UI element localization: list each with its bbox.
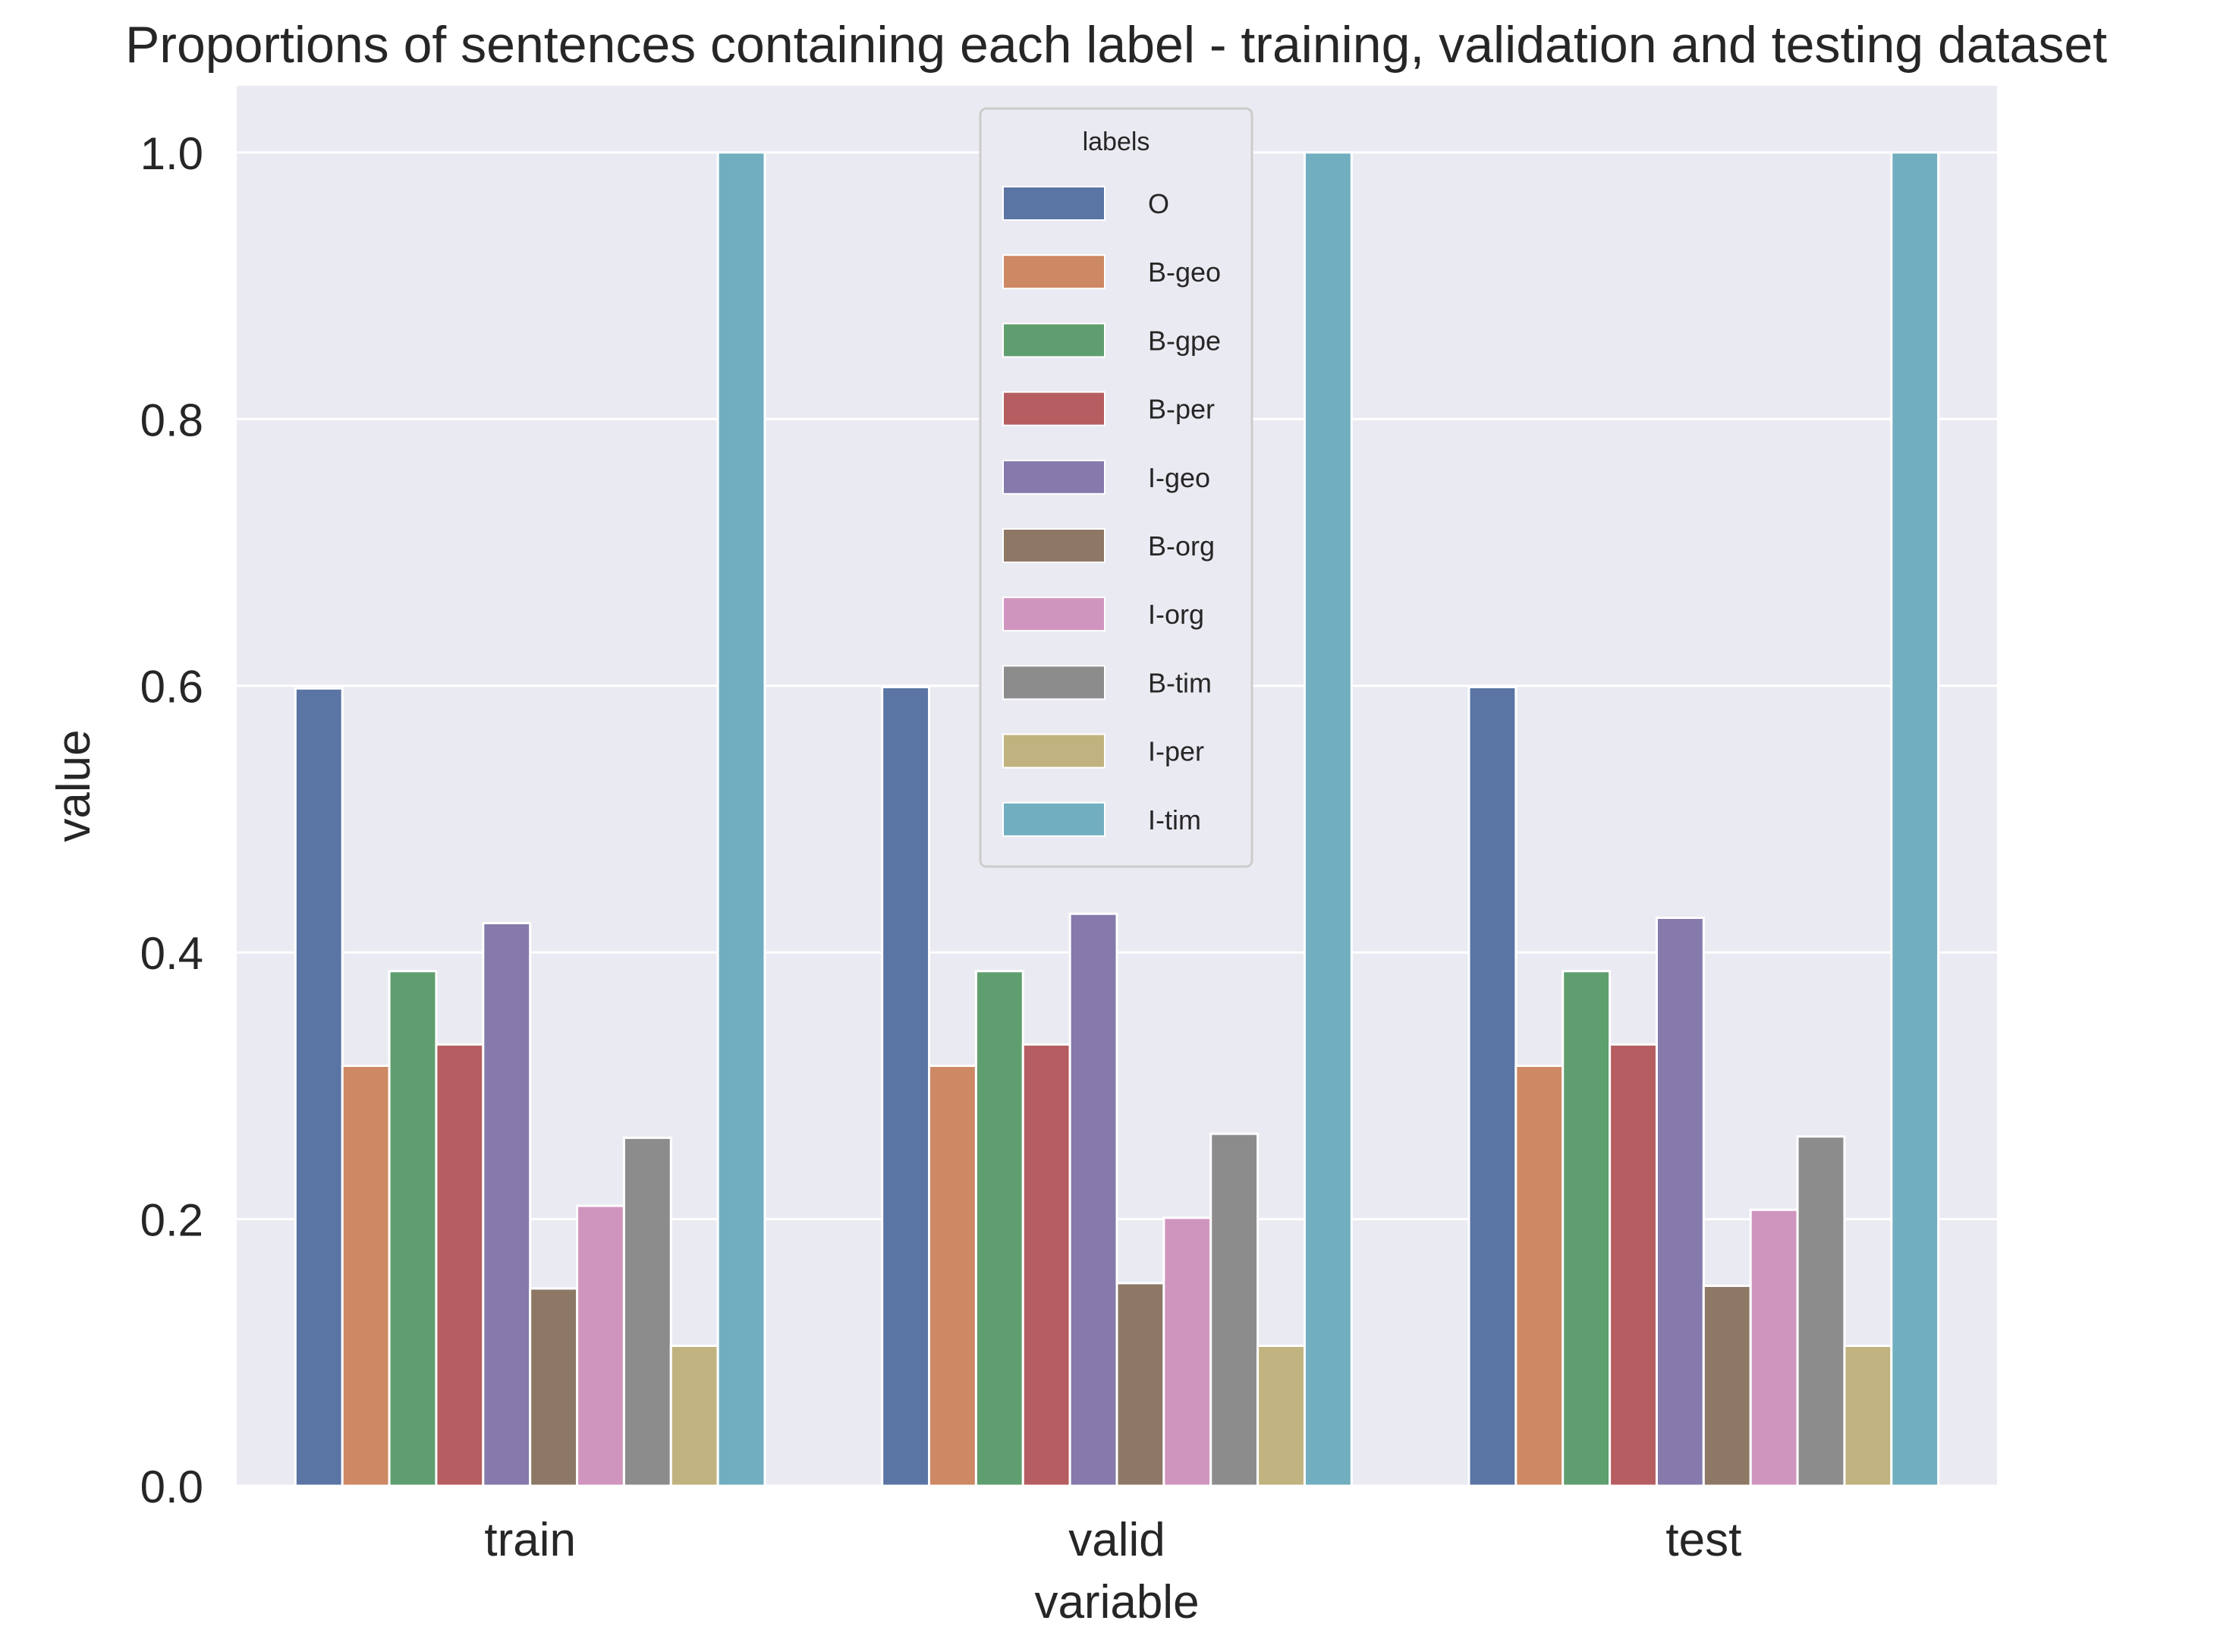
chart-title: Proportions of sentences containing each… bbox=[125, 16, 2107, 74]
bar-B-per-train bbox=[435, 1043, 485, 1487]
bars bbox=[294, 151, 1940, 1487]
bar-B-gpe-train bbox=[388, 970, 438, 1487]
legend-label-B-geo: B-geo bbox=[1148, 256, 1221, 288]
legend-swatch-B-org bbox=[1002, 528, 1105, 563]
bar-O-test bbox=[1467, 685, 1517, 1487]
y-tick-label: 0.2 bbox=[140, 1195, 203, 1246]
bar-O-valid bbox=[881, 685, 931, 1487]
x-axis: train valid test bbox=[484, 1514, 1741, 1566]
bar-B-gpe-valid bbox=[974, 970, 1024, 1487]
y-axis: 0.0 0.2 0.4 0.6 0.8 1.0 bbox=[140, 128, 203, 1512]
y-tick-label: 0.6 bbox=[140, 662, 203, 713]
bar-B-tim-valid bbox=[1209, 1132, 1260, 1487]
bar-O-train bbox=[294, 687, 344, 1487]
legend-swatch-B-tim bbox=[1002, 665, 1105, 700]
y-axis-label: value bbox=[48, 729, 100, 842]
legend-label-I-tim: I-tim bbox=[1148, 804, 1201, 835]
bar-I-geo-test bbox=[1655, 916, 1705, 1487]
bar-B-per-test bbox=[1609, 1043, 1658, 1487]
bar-I-tim-train bbox=[716, 151, 766, 1487]
y-tick-label: 0.4 bbox=[140, 928, 203, 979]
legend-title: labels bbox=[1083, 127, 1150, 156]
y-tick-label: 0.8 bbox=[140, 395, 203, 445]
legend-swatch-I-per bbox=[1002, 733, 1105, 769]
legend-swatch-B-gpe bbox=[1002, 323, 1105, 358]
legend-label-B-per: B-per bbox=[1148, 394, 1215, 425]
bar-B-org-test bbox=[1702, 1284, 1752, 1487]
x-tick-label: test bbox=[1665, 1514, 1741, 1566]
x-axis-label: variable bbox=[1034, 1576, 1199, 1628]
legend-swatch-B-geo bbox=[1002, 254, 1105, 290]
legend-swatch-I-tim bbox=[1002, 801, 1105, 837]
x-tick-label: valid bbox=[1068, 1514, 1165, 1566]
bar-I-org-test bbox=[1749, 1208, 1799, 1487]
legend-label-B-org: B-org bbox=[1148, 530, 1215, 562]
legend: labels O B-geo B-gpe B-per I-geo B-org I-org B-t… bbox=[979, 107, 1253, 868]
bar-I-geo-valid bbox=[1068, 912, 1118, 1487]
legend-label-B-tim: B-tim bbox=[1148, 667, 1212, 698]
bar-B-geo-test bbox=[1514, 1065, 1565, 1487]
legend-swatch-B-per bbox=[1002, 391, 1105, 426]
bar-I-per-valid bbox=[1256, 1345, 1306, 1487]
bar-I-tim-valid bbox=[1303, 151, 1353, 1487]
bar-I-geo-train bbox=[482, 921, 532, 1487]
bar-B-geo-train bbox=[341, 1065, 391, 1487]
bar-I-org-valid bbox=[1162, 1216, 1212, 1487]
legend-label-I-org: I-org bbox=[1148, 599, 1204, 630]
bar-B-tim-train bbox=[622, 1136, 672, 1487]
legend-label-I-geo: I-geo bbox=[1148, 462, 1210, 493]
bar-B-per-valid bbox=[1021, 1043, 1071, 1487]
legend-label-I-per: I-per bbox=[1148, 736, 1204, 767]
bar-I-per-train bbox=[669, 1345, 719, 1487]
y-tick-label: 0.0 bbox=[140, 1462, 203, 1512]
bar-I-org-train bbox=[576, 1204, 625, 1487]
bar-B-tim-test bbox=[1796, 1135, 1846, 1487]
x-tick-label: train bbox=[484, 1514, 576, 1566]
legend-label-B-gpe: B-gpe bbox=[1148, 325, 1221, 356]
bar-B-gpe-test bbox=[1562, 970, 1612, 1487]
legend-swatch-I-geo bbox=[1002, 459, 1105, 495]
bar-I-per-test bbox=[1843, 1345, 1893, 1487]
bar-B-org-train bbox=[529, 1287, 579, 1487]
y-tick-label: 1.0 bbox=[140, 128, 203, 179]
legend-label-O: O bbox=[1148, 188, 1169, 219]
legend-swatch-I-org bbox=[1002, 596, 1105, 632]
legend-swatch-O bbox=[1002, 186, 1105, 221]
bar-I-tim-test bbox=[1890, 151, 1940, 1487]
bar-B-org-valid bbox=[1115, 1282, 1165, 1487]
bar-B-geo-valid bbox=[928, 1065, 977, 1487]
